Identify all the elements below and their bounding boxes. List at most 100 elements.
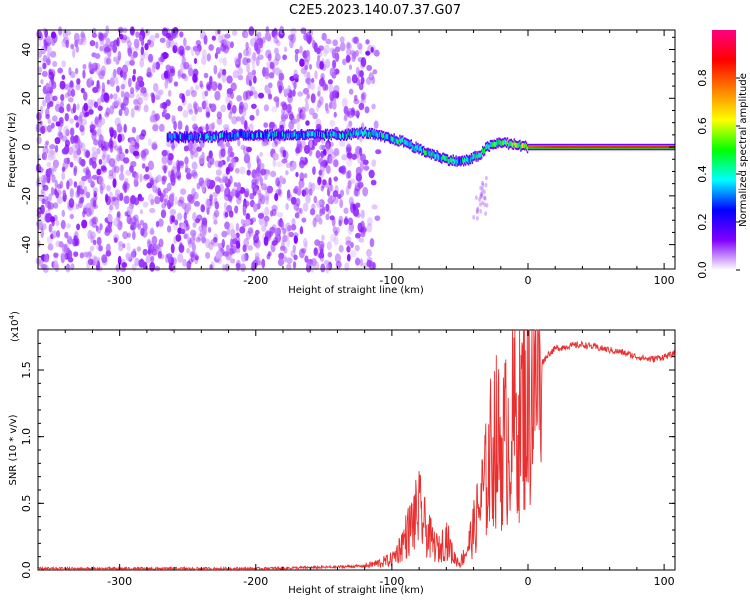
spectrogram-noise-cell	[334, 46, 341, 53]
spectrogram-noise-cell	[72, 151, 78, 162]
x-tick-label: -200	[243, 274, 268, 287]
spectrogram-noise-cell	[149, 177, 154, 186]
spectrogram-noise-cell	[184, 156, 189, 165]
spectrogram-noise-cell	[247, 227, 254, 234]
spectrogram-noise-cell	[328, 101, 333, 109]
spectrogram-noise-cell	[371, 76, 376, 85]
spectrogram-noise-cell	[159, 192, 164, 203]
spectrogram-noise-cell	[72, 48, 76, 58]
spectrogram-ridge-core	[642, 146, 644, 149]
spectrogram-noise-cell	[113, 129, 117, 139]
spectrogram-ridge-cell	[411, 144, 413, 150]
spectrogram-ridge-core	[591, 146, 594, 149]
spectrogram-noise-cell	[333, 236, 339, 246]
spectrogram-ridge-core	[654, 146, 656, 149]
spectrogram-noise-cell	[187, 237, 192, 245]
spectrogram-noise-cell	[347, 225, 353, 235]
spectrogram-noise-cell	[167, 152, 174, 161]
spectrogram-noise-cell	[139, 173, 143, 183]
spectrogram-ridge-cell	[448, 159, 451, 165]
spectrogram-noise-cell	[190, 193, 195, 200]
spectrogram-noise-cell	[278, 85, 283, 94]
spectrogram-ridge-cell	[332, 131, 334, 137]
spectrogram-ridge-core	[574, 146, 576, 149]
spectrogram-noise-cell	[120, 90, 125, 98]
spectrogram-noise-cell	[319, 208, 323, 217]
spectrogram-ridge-core	[548, 146, 551, 149]
spectrogram-ridge-cell	[432, 151, 434, 157]
spectrogram-noise-cell	[279, 245, 286, 252]
spectrogram-noise-cell	[362, 159, 369, 166]
spectrogram-noise-cell	[164, 79, 169, 90]
spectrogram-noise-cell	[220, 42, 227, 52]
spectrogram-noise-cell	[115, 85, 120, 93]
spectrogram-noise-cell	[178, 196, 185, 204]
spectrogram-noise-cell	[132, 51, 138, 58]
spectrogram-noise-cell	[95, 62, 101, 70]
spectrogram-noise-cell	[484, 182, 488, 188]
spectrogram-noise-cell	[105, 195, 111, 206]
spectrogram-noise-cell	[50, 186, 55, 196]
spectrogram-noise-cell	[295, 172, 299, 178]
spectrogram-noise-cell	[325, 213, 330, 221]
spectrogram-noise-cell	[331, 48, 337, 59]
spectrogram-ridge-core	[529, 146, 532, 149]
spectrogram-noise-cell	[348, 88, 354, 95]
spectrogram-noise-cell	[237, 67, 243, 75]
spectrogram-noise-cell	[72, 103, 77, 114]
spectrogram-ridge-cell	[389, 137, 392, 143]
spectrogram-ridge-cell	[329, 131, 332, 137]
spectrogram-noise-cell	[313, 261, 320, 271]
spectrogram-noise-cell	[190, 90, 197, 98]
spectrogram-noise-cell	[118, 109, 123, 117]
spectrogram-ridge-core	[646, 146, 649, 149]
spectrogram-ridge-core	[667, 146, 670, 149]
spectrogram-noise-cell	[288, 231, 294, 238]
spectrogram-noise-cell	[300, 27, 307, 34]
spectrogram-noise-cell	[269, 61, 275, 70]
spectrogram-ridge-core	[571, 146, 574, 149]
spectrogram-ridge-cell	[315, 130, 317, 136]
spectrogram-noise-cell	[100, 65, 106, 75]
spectrogram-noise-cell	[478, 197, 481, 202]
spectrogram-noise-cell	[264, 174, 268, 181]
spectrogram-noise-cell	[224, 250, 230, 257]
spectrogram-noise-cell	[248, 123, 254, 132]
spectrogram-ridge-core	[655, 146, 657, 149]
spectrogram-ridge-cell	[221, 132, 224, 138]
x-tick-label: -100	[379, 274, 404, 287]
spectrogram-noise-cell	[88, 61, 92, 71]
spectrogram-noise-cell	[288, 103, 292, 114]
spectrogram-ridge-cell	[285, 131, 288, 137]
spectrogram-ridge-cell	[426, 149, 429, 155]
spectrogram-noise-cell	[339, 42, 346, 52]
spectrogram-noise-cell	[267, 251, 272, 257]
spectrogram-noise-cell	[113, 99, 120, 107]
spectrogram-noise-cell	[130, 195, 137, 205]
spectrogram-ridge-cell	[523, 143, 525, 148]
spectrogram-ridge-core	[528, 146, 531, 149]
spectrogram-noise-cell	[98, 32, 104, 42]
spectrogram-noise-cell	[235, 116, 242, 122]
spectrogram-noise-cell	[254, 41, 259, 52]
spectrogram-noise-cell	[67, 89, 72, 97]
spectrogram-noise-cell	[92, 239, 97, 246]
spectrogram-ridge-cell	[460, 159, 462, 165]
spectrogram-noise-cell	[40, 216, 47, 223]
spectrogram-noise-cell	[106, 79, 111, 85]
spectrogram-ridge-cell	[336, 133, 338, 139]
spectrogram-noise-cell	[96, 128, 102, 137]
spectrogram-noise-cell	[330, 184, 334, 192]
spectrogram-noise-cell	[83, 91, 88, 101]
spectrogram-noise-cell	[277, 258, 285, 267]
spectrogram-ridge-core	[583, 146, 585, 149]
spectrogram-noise-cell	[148, 53, 153, 63]
spectrogram-ridge-cell	[210, 135, 212, 141]
spectrogram-noise-cell	[109, 205, 114, 211]
spectrogram-noise-cell	[346, 245, 351, 253]
spectrogram-noise-cell	[169, 208, 177, 216]
snr-panel: -300 -200 -100 0 100 0.00.51.01.5 Height of …	[8, 311, 676, 596]
spectrogram-ridge-cell	[462, 157, 464, 163]
spectrogram-noise-cell	[39, 126, 45, 134]
spectrogram-ridge-core	[588, 146, 591, 149]
